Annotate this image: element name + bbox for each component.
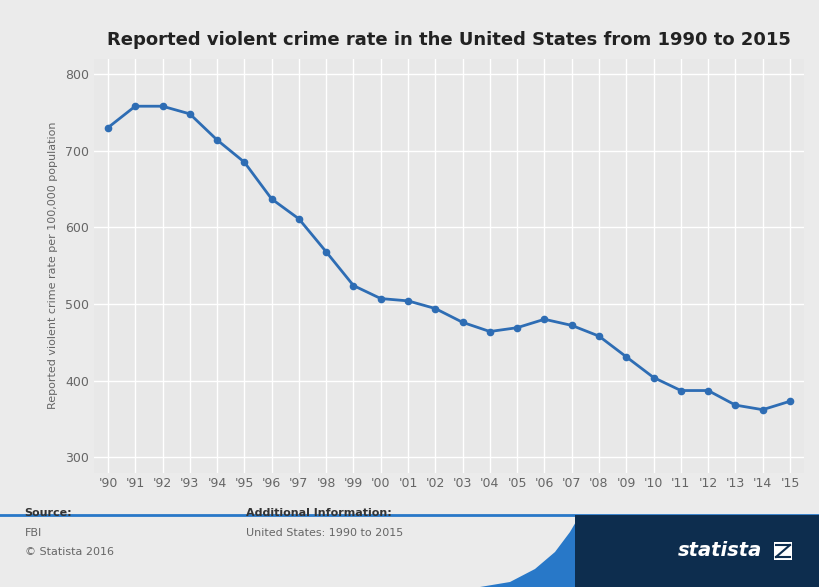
Text: © Statista 2016: © Statista 2016 — [25, 547, 114, 557]
Bar — [773, 542, 791, 560]
Text: Source:: Source: — [25, 508, 72, 518]
Bar — [574, 515, 819, 587]
Text: United States: 1990 to 2015: United States: 1990 to 2015 — [246, 528, 403, 538]
Y-axis label: Reported violent crime rate per 100,000 population: Reported violent crime rate per 100,000 … — [48, 122, 58, 409]
Text: Additional Information:: Additional Information: — [246, 508, 391, 518]
Title: Reported violent crime rate in the United States from 1990 to 2015: Reported violent crime rate in the Unite… — [107, 31, 790, 49]
Text: FBI: FBI — [25, 528, 42, 538]
Text: statista: statista — [677, 541, 761, 561]
Polygon shape — [419, 515, 819, 587]
